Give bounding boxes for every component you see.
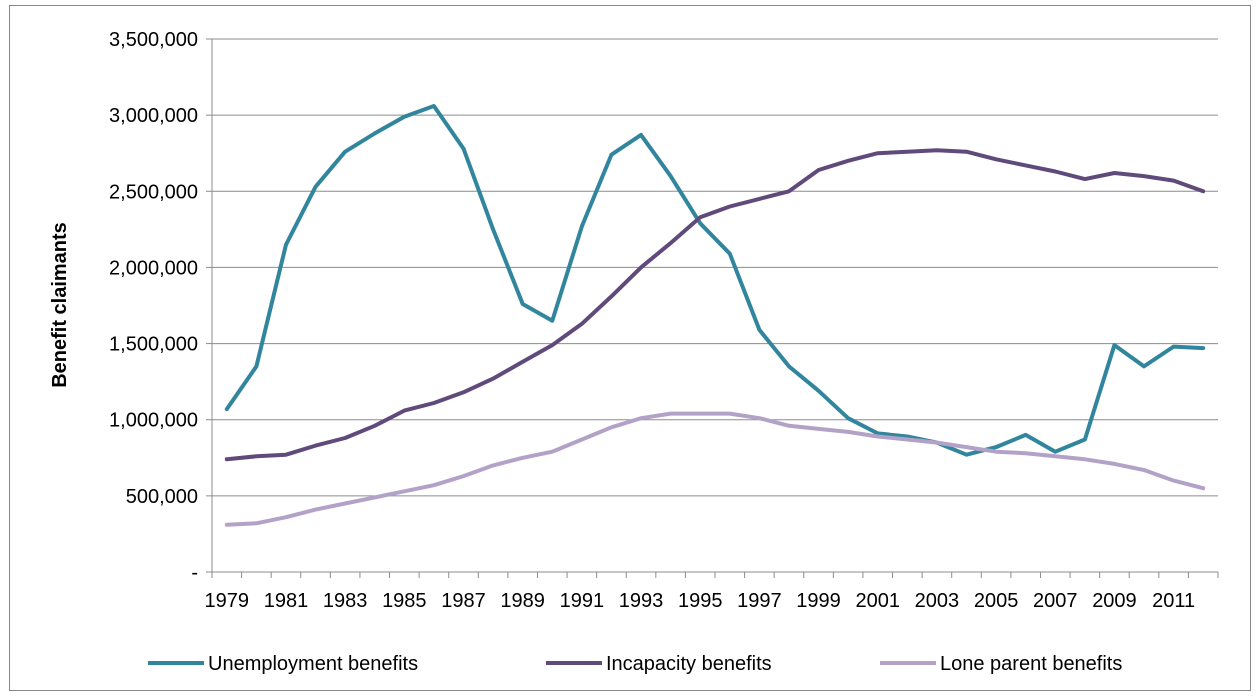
legend-label-unemployment-benefits: Unemployment benefits (208, 653, 418, 675)
y-tick-labels: - 500,000 1,000,000 1,500,000 2,000,000 2,500… (109, 29, 198, 584)
y-tick-label: 3,000,000 (109, 105, 198, 127)
gridlines (212, 38, 1218, 497)
y-tick-label: 1,500,000 (109, 334, 198, 356)
x-tick-label: 2007 (1033, 590, 1078, 612)
x-tick-label: 2001 (855, 590, 900, 612)
legend: Unemployment benefits Incapacity benefits… (148, 653, 1122, 675)
x-tick-label: 1993 (619, 590, 664, 612)
series-line-unemployment-benefits (224, 104, 1206, 457)
y-tick-label: 1,000,000 (109, 410, 198, 432)
x-tick-label: 1989 (500, 590, 545, 612)
y-tick-label: - (191, 562, 198, 584)
series-lines (224, 104, 1206, 527)
legend-label-incapacity-benefits: Incapacity benefits (606, 653, 772, 675)
x-tick-label: 1979 (205, 590, 250, 612)
x-tick-label: 1995 (678, 590, 723, 612)
x-tick-labels: 1979 1981 1983 1985 1987 1989 1991 1993 1995 1997… (205, 590, 1196, 612)
series-line-lone-parent-benefits (224, 411, 1206, 527)
y-tick-label: 3,500,000 (109, 29, 198, 51)
series-line-incapacity-benefits (224, 148, 1206, 462)
axes (206, 38, 1219, 578)
x-tick-label: 1997 (737, 590, 782, 612)
x-tick-label: 1991 (560, 590, 605, 612)
x-tick-label: 2009 (1092, 590, 1137, 612)
x-tick-label: 1983 (323, 590, 368, 612)
y-tick-label: 500,000 (126, 486, 198, 508)
x-tick-label: 2011 (1152, 590, 1195, 612)
x-tick-label: 1985 (382, 590, 427, 612)
x-tick-label: 1981 (264, 590, 309, 612)
x-tick-label: 2005 (974, 590, 1019, 612)
x-tick-label: 1987 (441, 590, 486, 612)
y-tick-label: 2,500,000 (109, 181, 198, 203)
y-tick-label: 2,000,000 (109, 257, 198, 279)
chart-frame (9, 5, 1251, 691)
legend-label-lone-parent-benefits: Lone parent benefits (940, 653, 1122, 675)
y-axis-title: Benefit claimants (49, 222, 71, 388)
x-tick-label: 1999 (796, 590, 841, 612)
x-tick-label: 2003 (915, 590, 960, 612)
